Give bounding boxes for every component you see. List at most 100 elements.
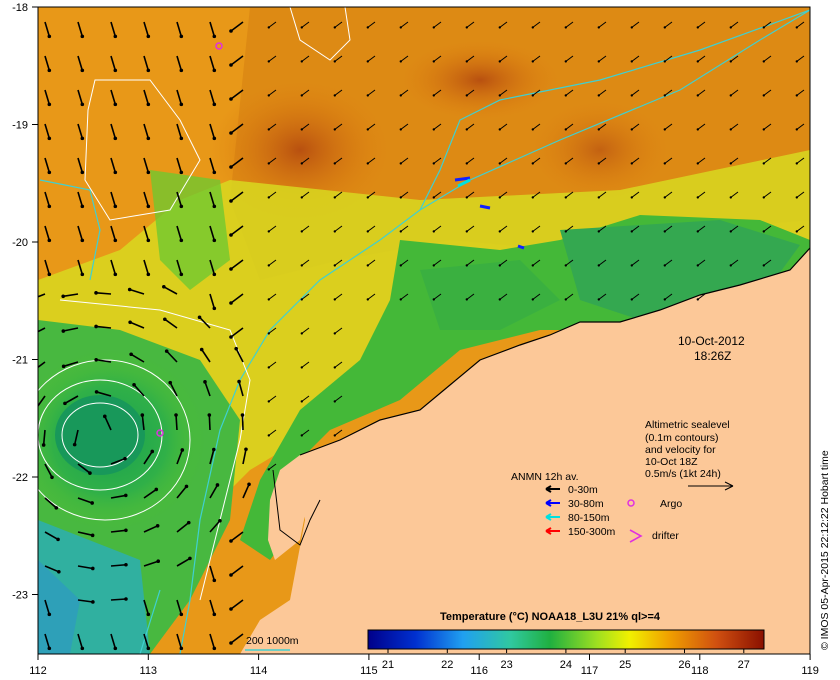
velocity-arrow-head [630, 26, 633, 29]
velocity-arrow [598, 225, 607, 232]
anmn-legend-label: 30-80m [568, 498, 604, 510]
velocity-arrow [400, 89, 409, 96]
velocity-arrow [730, 157, 739, 164]
velocity-arrow-head [597, 196, 600, 199]
velocity-arrow-head [247, 482, 251, 487]
velocity-arrow [433, 259, 442, 266]
velocity-arrow-head [186, 520, 191, 525]
velocity-arrow-head [498, 264, 501, 267]
velocity-arrow-head [630, 94, 633, 97]
velocity-arrow [209, 259, 216, 275]
velocity-arrow-head [432, 128, 435, 131]
velocity-arrow-head [267, 230, 270, 233]
velocity-arrow-head [218, 518, 222, 523]
velocity-arrow [697, 89, 706, 96]
velocity-arrow-head [762, 264, 765, 267]
velocity-arrow-head [300, 128, 303, 131]
velocity-arrow-head [47, 204, 52, 209]
velocity-arrow-head [762, 94, 765, 97]
land-coast-edge [299, 247, 810, 456]
velocity-arrow-head [179, 136, 184, 141]
velocity-arrow [230, 21, 244, 32]
velocity-arrow-head [729, 264, 732, 267]
velocity-arrow-head [229, 335, 233, 339]
velocity-arrow [367, 157, 376, 164]
velocity-arrow-head [80, 646, 85, 651]
velocity-arrow-head [229, 29, 233, 33]
velocity-arrow-head [47, 238, 52, 243]
velocity-arrow [110, 563, 127, 567]
velocity-arrow-head [795, 60, 798, 63]
velocity-arrow [268, 361, 277, 368]
velocity-arrow-head [184, 484, 189, 489]
velocity-arrow [334, 157, 343, 164]
velocity-arrow-head [300, 366, 303, 369]
velocity-arrow-head [366, 162, 369, 165]
velocity-arrow [763, 225, 772, 232]
velocity-arrow-head [465, 128, 468, 131]
velocity-arrow-head [663, 162, 666, 165]
velocity-arrow [400, 55, 409, 62]
velocity-arrow-head [207, 413, 212, 417]
velocity-arrow-head [564, 60, 567, 63]
velocity-arrow-head [795, 128, 798, 131]
velocity-arrow-head [564, 128, 567, 131]
velocity-arrow [565, 259, 574, 266]
velocity-arrow-head [762, 196, 765, 199]
velocity-arrow [241, 414, 244, 431]
velocity-arrow [301, 21, 310, 28]
velocity-arrow [268, 259, 277, 266]
velocity-arrow-head [729, 230, 732, 233]
altimetry-line-5: 0.5m/s (1kt 24h) [645, 468, 721, 480]
velocity-arrow [44, 259, 51, 275]
velocity-arrow [796, 55, 805, 62]
velocity-arrow-head [94, 291, 98, 295]
argo-float-marker-eddy [156, 429, 164, 437]
velocity-arrow-head [94, 357, 98, 362]
velocity-arrow [631, 123, 640, 130]
velocity-arrow [763, 259, 772, 266]
velocity-arrow-head [564, 298, 567, 301]
velocity-arrow [110, 21, 117, 37]
mooring-marker-blue-2 [479, 204, 491, 210]
argo-float-marker-north [215, 42, 223, 50]
velocity-arrow [664, 259, 673, 266]
anmn-legend: 0-30m 30-80m 80-150m 150-300m [545, 484, 616, 538]
drifter-legend-label: drifter [652, 530, 679, 542]
velocity-arrow-head [333, 264, 336, 267]
velocity-arrow [400, 21, 409, 28]
velocity-arrow-head [57, 570, 61, 574]
velocity-arrow-head [333, 60, 336, 63]
velocity-arrow-head [564, 264, 567, 267]
velocity-arrow [268, 89, 277, 96]
argo-legend-icon [627, 499, 635, 507]
velocity-arrow-head [300, 162, 303, 165]
velocity-arrow-head [140, 413, 145, 417]
velocity-arrow-head [399, 128, 402, 131]
velocity-arrow [143, 633, 150, 649]
velocity-arrow [565, 191, 574, 198]
velocity-arrow-head [146, 204, 151, 209]
velocity-arrow [796, 225, 805, 232]
velocity-arrow [664, 123, 673, 130]
velocity-arrow-head [498, 94, 501, 97]
x-tick-label: 114 [250, 665, 268, 677]
velocity-arrow-head [333, 230, 336, 233]
velocity-arrow-head [179, 34, 184, 39]
velocity-arrow-head [498, 60, 501, 63]
mooring-marker-cyan [457, 178, 471, 188]
velocity-arrow [532, 21, 541, 28]
velocity-arrow [77, 633, 84, 649]
velocity-arrow [268, 429, 277, 436]
velocity-arrow-head [630, 230, 633, 233]
velocity-arrow-head [696, 162, 699, 165]
velocity-arrow-head [432, 60, 435, 63]
velocity-arrow [664, 89, 673, 96]
velocity-arrow [697, 123, 706, 130]
velocity-arrow [198, 316, 211, 329]
velocity-arrow-head [113, 136, 118, 141]
velocity-arrow [44, 599, 51, 615]
velocity-arrow-head [179, 204, 184, 209]
velocity-arrow [598, 89, 607, 96]
colorbar-ticks: 21 22 23 24 25 26 27 [382, 649, 750, 671]
